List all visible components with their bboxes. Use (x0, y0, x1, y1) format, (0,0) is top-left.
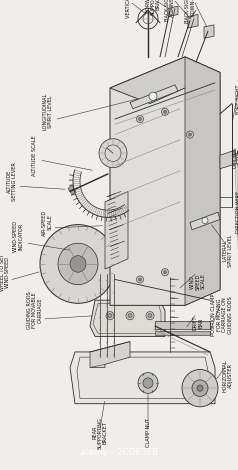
Circle shape (192, 380, 208, 397)
Circle shape (162, 108, 169, 116)
Text: FORE-SIGHT: FORE-SIGHT (235, 83, 238, 114)
Polygon shape (110, 57, 220, 306)
Circle shape (188, 133, 192, 136)
Circle shape (137, 116, 144, 123)
Circle shape (182, 369, 218, 407)
Text: HORIZONTAL
ADJUSTER: HORIZONTAL ADJUSTER (223, 360, 233, 392)
Text: LONGITUDINAL
SPIRIT LEVEL: LONGITUDINAL SPIRIT LEVEL (43, 93, 53, 130)
Text: DRIFT
BAR: DRIFT BAR (193, 316, 203, 330)
Circle shape (139, 118, 142, 121)
Polygon shape (204, 25, 214, 38)
Polygon shape (70, 352, 215, 404)
Text: ALTITUDE
SETTING LEVER: ALTITUDE SETTING LEVER (7, 162, 17, 201)
Circle shape (40, 225, 116, 303)
Text: FORWARD
SUPPORTING
BRACKET: FORWARD SUPPORTING BRACKET (145, 0, 161, 15)
Circle shape (143, 378, 153, 388)
Text: LATERAL
SPIRIT LEVEL: LATERAL SPIRIT LEVEL (223, 234, 233, 267)
Circle shape (58, 243, 98, 285)
Text: AIR-SPEED
SCALE: AIR-SPEED SCALE (42, 210, 52, 235)
Text: CLAMP NUT: CLAMP NUT (145, 418, 150, 447)
Circle shape (128, 313, 132, 318)
Polygon shape (185, 57, 220, 306)
Text: BACK-SIGHT USED
AGAINST WIND: BACK-SIGHT USED AGAINST WIND (165, 0, 175, 21)
Circle shape (187, 131, 193, 138)
Circle shape (138, 373, 158, 393)
Bar (155, 321, 210, 329)
Text: DIRECTION WIRE: DIRECTION WIRE (235, 191, 238, 233)
Polygon shape (168, 6, 178, 16)
Polygon shape (220, 150, 237, 169)
Text: VERTICAL SIGHT: VERTICAL SIGHT (125, 0, 130, 18)
Polygon shape (188, 15, 198, 28)
Circle shape (99, 139, 127, 168)
Circle shape (137, 276, 144, 283)
Text: WIND-SPEED
INDICATOR: WIND-SPEED INDICATOR (13, 220, 23, 252)
Text: REAR
SUPPORTING
BRACKET: REAR SUPPORTING BRACKET (92, 417, 108, 449)
Circle shape (146, 312, 154, 320)
Text: POSITION CLAMP
FOR MOVING
CARRIAGE ON
GUIDING RODS: POSITION CLAMP FOR MOVING CARRIAGE ON GU… (211, 293, 233, 336)
Polygon shape (110, 57, 220, 103)
Text: GUIDING
CLAMP: GUIDING CLAMP (233, 147, 238, 168)
Polygon shape (105, 191, 128, 269)
Text: GUIDING RODS
FOR MOVABLE
CARRIAGE: GUIDING RODS FOR MOVABLE CARRIAGE (27, 292, 43, 329)
Circle shape (108, 313, 112, 318)
Circle shape (202, 217, 208, 224)
Circle shape (126, 312, 134, 320)
Text: WHEEL TO SET
WIND-SPEED: WHEEL TO SET WIND-SPEED (0, 254, 10, 291)
Text: BACK-SIGHT USED
DOWN-WIND: BACK-SIGHT USED DOWN-WIND (185, 0, 195, 23)
Circle shape (149, 92, 157, 101)
Circle shape (164, 271, 167, 274)
Text: WIND
SPEED
SCALE: WIND SPEED SCALE (190, 274, 206, 290)
Circle shape (148, 313, 152, 318)
Polygon shape (130, 85, 178, 109)
Bar (155, 331, 210, 336)
Polygon shape (68, 185, 76, 195)
Circle shape (164, 110, 167, 113)
Circle shape (70, 256, 86, 272)
Text: ALTITUDE SCALE: ALTITUDE SCALE (33, 135, 38, 176)
Polygon shape (190, 212, 220, 230)
Circle shape (162, 269, 169, 276)
Circle shape (106, 312, 114, 320)
Circle shape (139, 278, 142, 281)
Polygon shape (90, 300, 165, 337)
Polygon shape (90, 342, 130, 368)
Text: alamy - 2CDE3FB: alamy - 2CDE3FB (80, 448, 158, 457)
Circle shape (197, 385, 203, 391)
